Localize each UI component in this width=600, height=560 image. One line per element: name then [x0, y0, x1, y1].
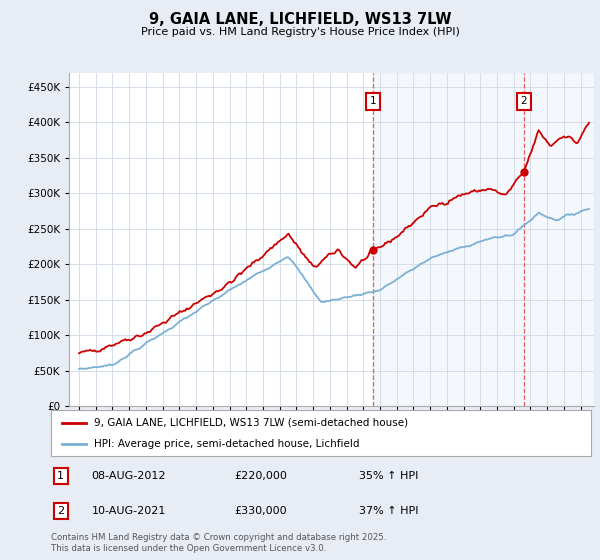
- Text: 1: 1: [370, 96, 377, 106]
- Bar: [373, 73, 600, 406]
- Text: Contains HM Land Registry data © Crown copyright and database right 2025.
This d: Contains HM Land Registry data © Crown c…: [51, 533, 386, 553]
- Text: 37% ↑ HPI: 37% ↑ HPI: [359, 506, 418, 516]
- Text: 9, GAIA LANE, LICHFIELD, WS13 7LW (semi-detached house): 9, GAIA LANE, LICHFIELD, WS13 7LW (semi-…: [94, 418, 409, 428]
- Text: 08-AUG-2012: 08-AUG-2012: [91, 471, 166, 481]
- Text: £220,000: £220,000: [235, 471, 287, 481]
- Text: 2: 2: [57, 506, 64, 516]
- Text: 2: 2: [520, 96, 527, 106]
- Text: 35% ↑ HPI: 35% ↑ HPI: [359, 471, 418, 481]
- Text: 10-AUG-2021: 10-AUG-2021: [91, 506, 166, 516]
- Text: HPI: Average price, semi-detached house, Lichfield: HPI: Average price, semi-detached house,…: [94, 439, 360, 449]
- Text: Price paid vs. HM Land Registry's House Price Index (HPI): Price paid vs. HM Land Registry's House …: [140, 27, 460, 37]
- Text: 9, GAIA LANE, LICHFIELD, WS13 7LW: 9, GAIA LANE, LICHFIELD, WS13 7LW: [149, 12, 451, 27]
- Text: 1: 1: [57, 471, 64, 481]
- Text: £330,000: £330,000: [235, 506, 287, 516]
